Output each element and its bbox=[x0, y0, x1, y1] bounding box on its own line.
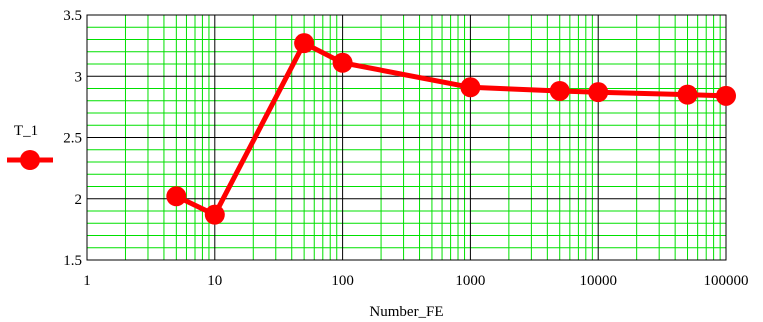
data-point bbox=[166, 186, 187, 207]
y-tick-label: 2.5 bbox=[63, 131, 82, 147]
x-tick-label: 10000 bbox=[579, 273, 617, 289]
x-tick-label: 1 bbox=[83, 273, 91, 289]
legend-label: T_1 bbox=[14, 123, 38, 139]
series-line bbox=[175, 40, 727, 218]
data-point bbox=[716, 85, 736, 106]
plot-frame bbox=[86, 14, 727, 261]
x-tick-label: 10 bbox=[207, 273, 222, 289]
legend: T_1 bbox=[7, 123, 53, 170]
legend-marker bbox=[20, 150, 40, 170]
y-tick-labels: 1.5 2 2.5 3 3.5 bbox=[63, 8, 82, 269]
data-point bbox=[549, 80, 570, 101]
data-point bbox=[294, 33, 315, 54]
x-tick-labels: 1 10 100 1000 10000 100000 bbox=[83, 273, 748, 289]
x-axis-label: Number_FE bbox=[369, 304, 443, 320]
data-point bbox=[460, 77, 481, 98]
y-tick-label: 1.5 bbox=[63, 253, 82, 269]
data-point bbox=[204, 204, 225, 225]
grid-major bbox=[87, 15, 726, 260]
data-point bbox=[677, 84, 698, 105]
y-tick-label: 3.5 bbox=[63, 8, 82, 24]
y-tick-label: 3 bbox=[75, 69, 83, 85]
x-tick-label: 1000 bbox=[455, 273, 485, 289]
x-tick-label: 100000 bbox=[704, 273, 749, 289]
data-point bbox=[588, 82, 609, 103]
y-tick-label: 2 bbox=[75, 192, 83, 208]
x-tick-label: 100 bbox=[331, 273, 354, 289]
series-layer bbox=[166, 33, 736, 225]
data-point bbox=[332, 52, 353, 73]
